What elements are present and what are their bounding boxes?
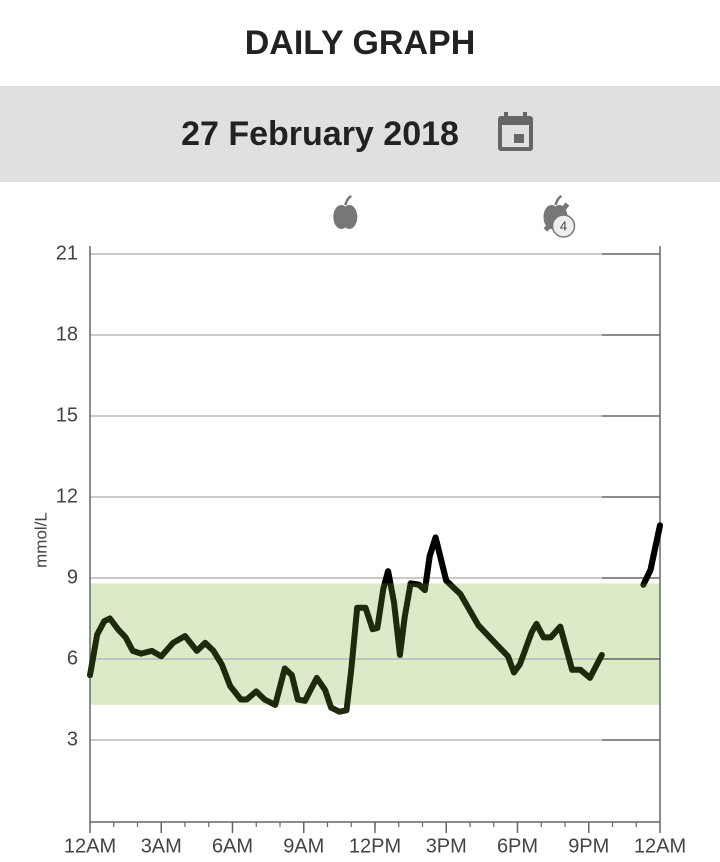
- x-tick-label: 6PM: [497, 835, 538, 857]
- y-tick-label: 18: [56, 323, 78, 345]
- y-tick-label: 3: [67, 728, 78, 750]
- badge-count: 4: [560, 218, 567, 233]
- x-tick-label: 12AM: [64, 835, 116, 857]
- y-tick-label: 21: [56, 242, 78, 264]
- y-tick-label: 9: [67, 566, 78, 588]
- y-tick-label: 12: [56, 485, 78, 507]
- event-icon[interactable]: [333, 194, 358, 229]
- date-label[interactable]: 27 February 2018: [181, 115, 459, 153]
- event-icon[interactable]: 4: [543, 194, 576, 238]
- x-tick-label: 9PM: [568, 835, 609, 857]
- glucose-line-high: [640, 522, 663, 584]
- chart: mmol/L 3 6 9 12 15 18 21 12AM 3AM 6AM 9AM 12PM 3PM 6P…: [31, 194, 686, 857]
- x-tick-label: 9AM: [283, 835, 324, 857]
- badge: [551, 214, 576, 238]
- y-tick-label: 6: [67, 647, 78, 669]
- x-tick-label: 12PM: [349, 835, 401, 857]
- x-tick-label: 12AM: [634, 835, 686, 857]
- date-bar: 27 February 2018: [0, 86, 720, 182]
- calendar-icon[interactable]: [497, 112, 535, 152]
- apple-leaf: [344, 194, 352, 206]
- page-title: DAILY GRAPH: [244, 23, 476, 62]
- apple-shape: [341, 205, 358, 229]
- apple-leaf: [554, 194, 563, 206]
- x-tick-label: 3AM: [141, 835, 182, 857]
- y-tick-label: 15: [56, 404, 78, 426]
- x-tick-label: 3PM: [426, 835, 467, 857]
- x-tick-label: 6AM: [212, 835, 253, 857]
- glucose-line: [87, 534, 605, 715]
- y-axis-label: mmol/L: [31, 512, 50, 568]
